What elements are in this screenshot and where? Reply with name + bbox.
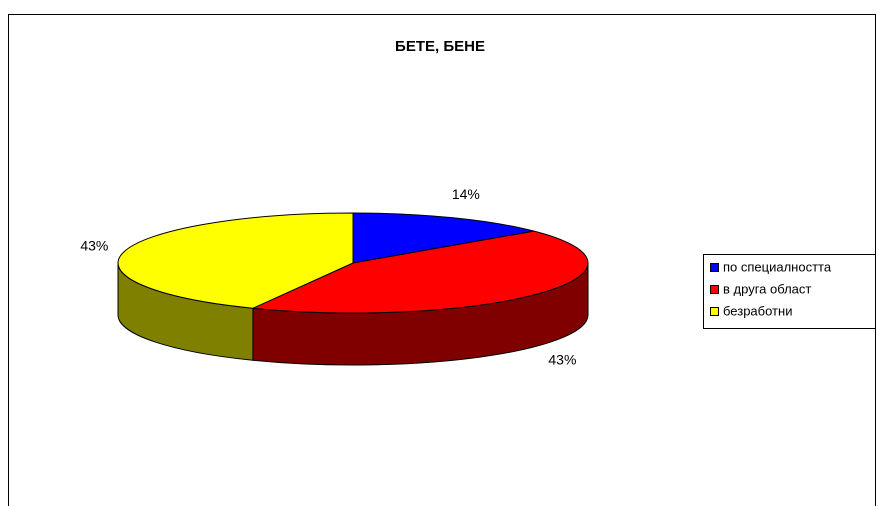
legend-label: безработни [723, 303, 792, 318]
legend-label: в друга област [723, 281, 811, 296]
slice [352, 212, 535, 264]
legend-box [703, 254, 876, 329]
data-label: 43% [548, 352, 576, 368]
legend-swatch [710, 307, 719, 316]
legend-label: по специалността [723, 259, 832, 274]
slice [251, 230, 589, 314]
slice [117, 212, 354, 309]
chart-title: БЕТЕ, БЕНЕ [395, 38, 485, 55]
legend-swatch [710, 263, 719, 272]
data-label: 14% [452, 186, 480, 202]
legend-swatch [710, 285, 719, 294]
data-label: 43% [80, 237, 108, 253]
